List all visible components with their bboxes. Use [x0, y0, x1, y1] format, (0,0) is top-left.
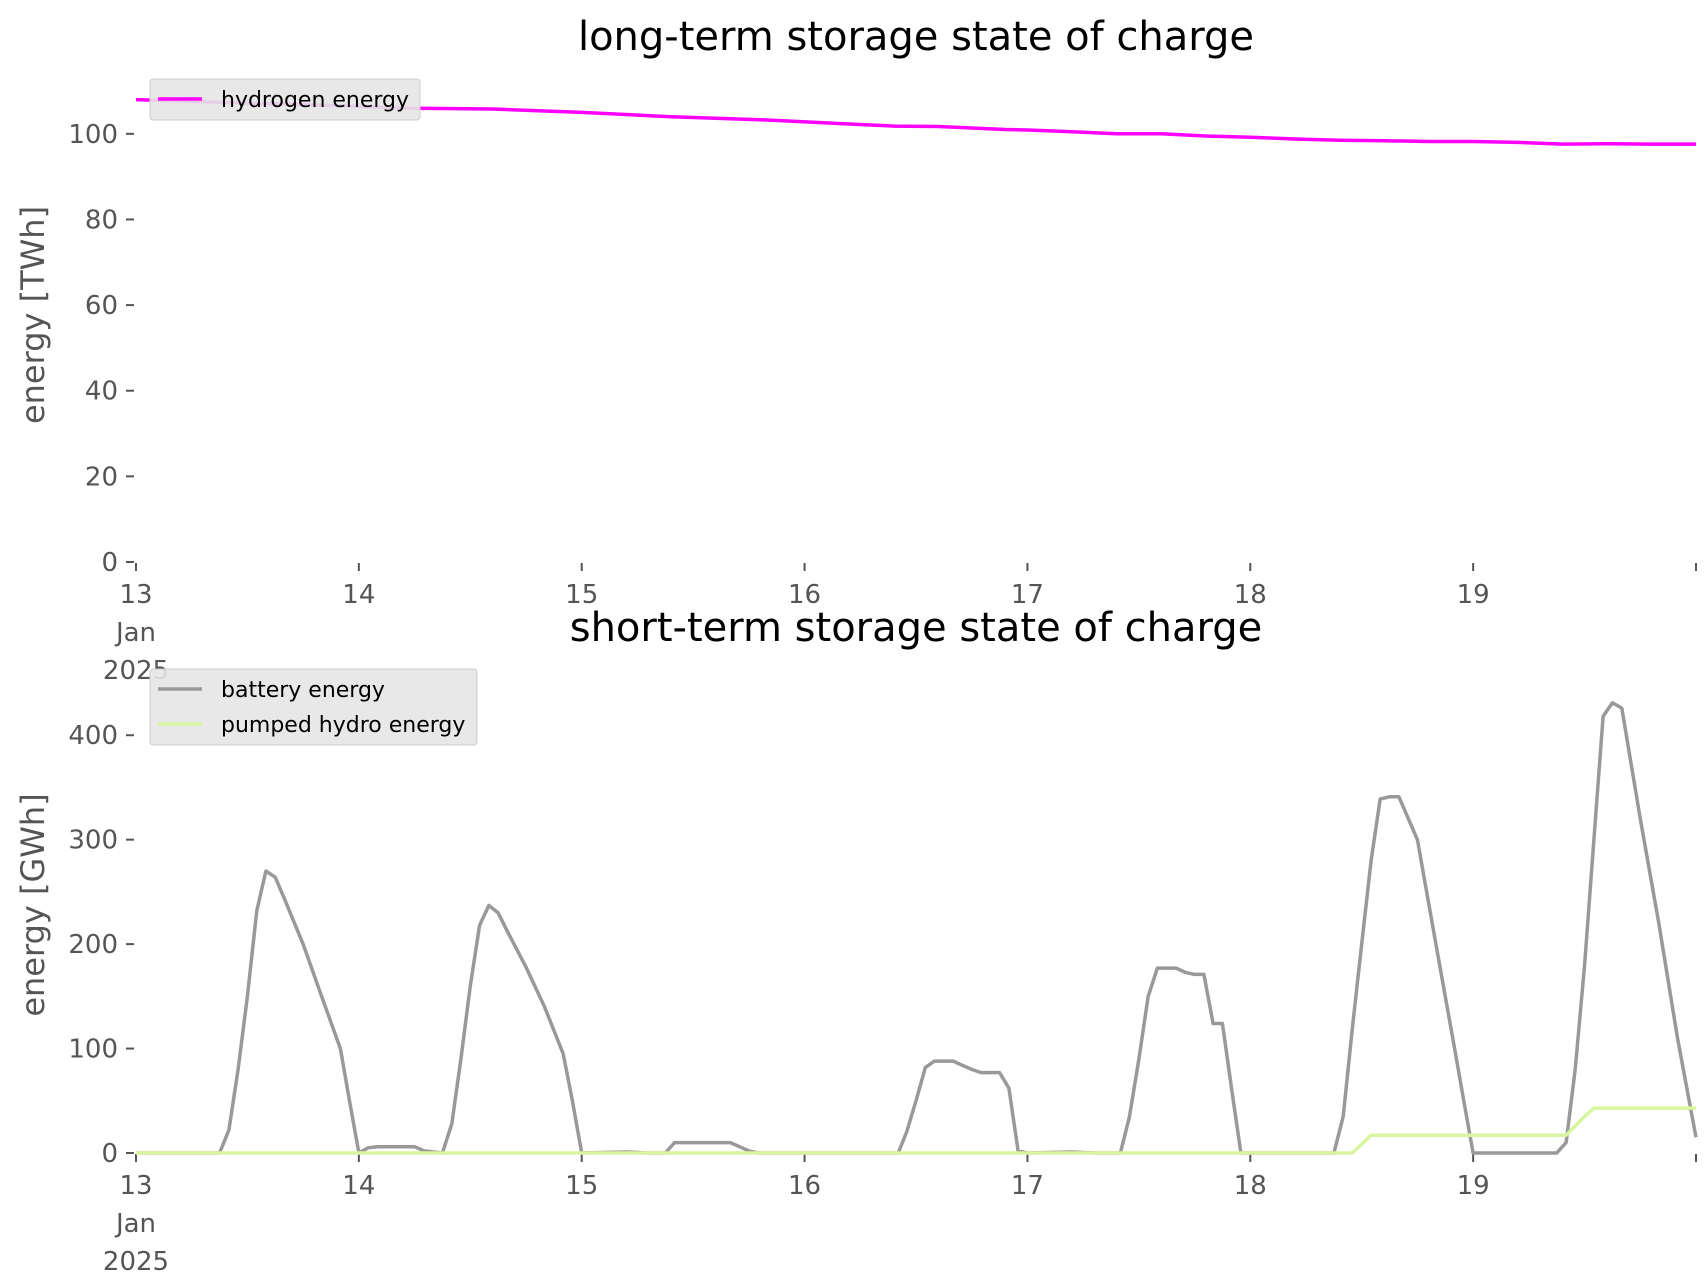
x-tick-label: 17: [1011, 1171, 1044, 1201]
series-lines: [135, 97, 1696, 146]
x-tick-label: 18: [1234, 580, 1267, 610]
x-tick-label: 16: [788, 1171, 821, 1201]
x-tick-label: 15: [565, 1171, 598, 1201]
y-tick-label: 300: [68, 826, 118, 856]
y-axis-label: energy [TWh]: [14, 206, 52, 424]
y-tick-label: 20: [85, 462, 118, 492]
series-lines: [136, 701, 1698, 1155]
y-tick-label: 40: [85, 377, 118, 407]
x-tick-label: 19: [1457, 580, 1490, 610]
legend-label: battery energy: [221, 678, 385, 703]
series-line-pumped-hydro-energy: [136, 1106, 1696, 1155]
chart-title: short-term storage state of charge: [570, 605, 1263, 651]
x-tick-label: Jan: [114, 618, 156, 648]
y-axis-ticks: 0 20 40 60 80 100: [68, 120, 134, 578]
x-tick-label: 2025: [103, 1247, 169, 1277]
series-line-battery-energy: [136, 701, 1698, 1155]
x-tick-label: 16: [788, 580, 821, 610]
legend: hydrogen energy: [149, 78, 421, 121]
short-term-storage-panel: short-term storage state of charge energ…: [14, 605, 1698, 1277]
y-tick-label: 100: [68, 1035, 118, 1065]
x-tick-label: 19: [1457, 1171, 1490, 1201]
y-tick-label: 400: [68, 721, 118, 751]
x-tick-label: 15: [565, 580, 598, 610]
legend-box: [149, 668, 478, 746]
x-tick-label: 13: [119, 1171, 152, 1201]
legend-label: hydrogen energy: [221, 88, 409, 113]
legend: battery energy pumped hydro energy: [149, 668, 478, 746]
y-tick-label: 200: [68, 930, 118, 960]
y-tick-label: 60: [85, 291, 118, 321]
x-tick-label: 14: [342, 1171, 375, 1201]
chart-title: long-term storage state of charge: [578, 14, 1254, 60]
legend-box: [149, 78, 421, 121]
series-line-hydrogen-energy: [135, 97, 1696, 146]
x-tick-label: Jan: [114, 1209, 156, 1239]
y-tick-label: 100: [68, 120, 118, 150]
y-tick-label: 0: [101, 548, 118, 578]
x-tick-label: 14: [342, 580, 375, 610]
x-tick-label: 18: [1234, 1171, 1267, 1201]
x-axis-ticks: 13 Jan 2025 14 15 16 17 18 19: [103, 1154, 1697, 1277]
y-tick-label: 80: [85, 205, 118, 235]
x-tick-label: 13: [119, 580, 152, 610]
y-axis-ticks: 0 100 200 300 400: [68, 721, 134, 1169]
long-term-storage-panel: long-term storage state of charge energy…: [14, 14, 1697, 686]
y-tick-label: 0: [101, 1139, 118, 1169]
legend-label: pumped hydro energy: [221, 713, 465, 738]
y-axis-label: energy [GWh]: [14, 793, 52, 1016]
x-tick-label: 17: [1011, 580, 1044, 610]
